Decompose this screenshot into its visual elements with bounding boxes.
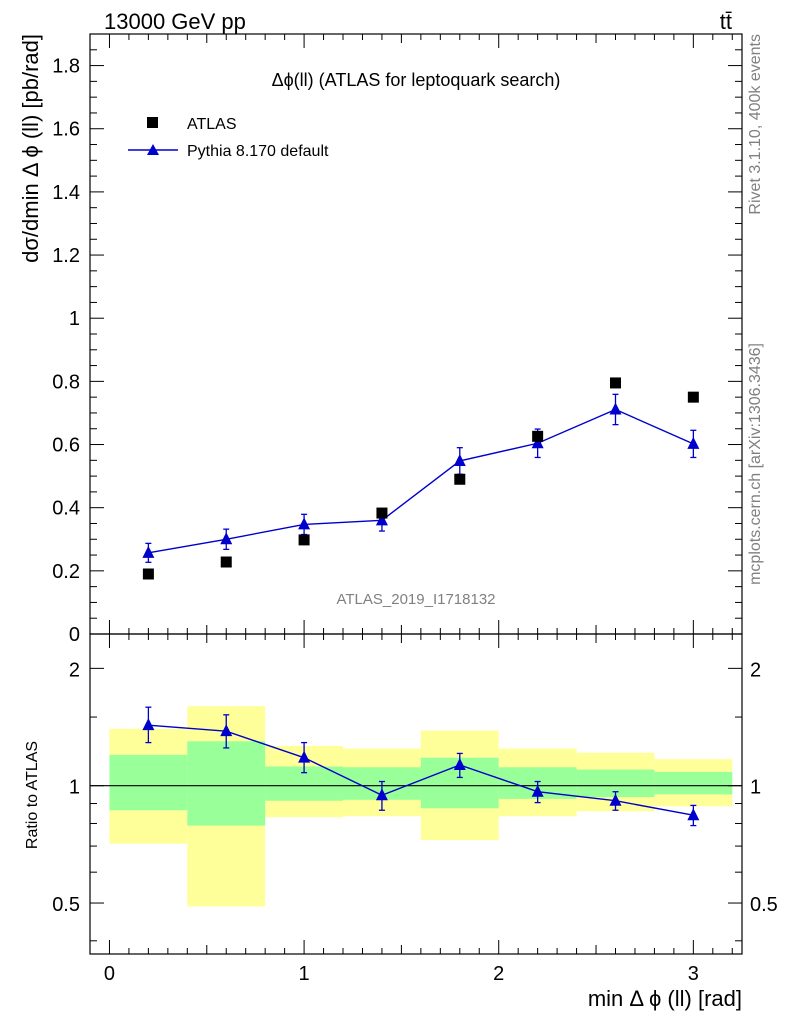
x-tick-labels: 0 1 2 3: [104, 963, 699, 985]
ratio-panel: 0.5 0.5 1 1 2 2 0 1 2 3 Ratio to ATLAS min Δ ϕ (…: [24, 633, 778, 1011]
main-title: Δϕ(ll) (ATLAS for leptoquark search): [272, 70, 561, 90]
ratio-point: [531, 784, 544, 797]
atlas-point: [220, 556, 232, 568]
legend-atlas-marker: [147, 117, 158, 128]
x-tick-label: 0: [104, 963, 115, 985]
analysis-id: ATLAS_2019_I1718132: [336, 591, 495, 608]
ratio-axis-ticks: [89, 634, 742, 954]
legend-atlas-label: ATLAS: [187, 116, 237, 133]
main-panel: 0 0.2 0.4 0.6 0.8 1 1.2 1.4 1.6 1.8 Δϕ(ll) (ATLAS…: [18, 33, 743, 646]
atlas-point: [532, 430, 544, 442]
legend-pythia-label: Pythia 8.170 default: [187, 143, 329, 160]
pythia-point: [220, 532, 233, 545]
atlas-point: [687, 391, 699, 403]
main-y-tick-label: 0.4: [52, 498, 80, 520]
atlas-point: [376, 507, 388, 519]
x-tick-label: 3: [688, 963, 699, 985]
atlas-point: [454, 473, 466, 485]
rivet-label: Rivet 3.1.10, 400k events: [747, 34, 764, 215]
ratio-y-tick-label-right: 2: [750, 659, 761, 681]
main-y-axis-label: dσ/dmin Δ ϕ (ll) [pb/rad]: [18, 34, 43, 263]
x-tick-label: 1: [299, 963, 310, 985]
pythia-point: [142, 545, 155, 558]
main-y-tick-label: 1.8: [52, 56, 80, 78]
main-y-tick-label: 1.6: [52, 119, 80, 141]
ratio-line: [148, 724, 694, 816]
x-tick-label: 2: [493, 963, 504, 985]
header-final-state: tt̄: [720, 9, 732, 34]
main-plot-area: [142, 377, 700, 580]
ratio-y-tick-label-right: 1: [750, 777, 761, 799]
pythia-point: [453, 453, 466, 466]
atlas-point: [609, 377, 621, 389]
main-y-tick-labels: 0 0.2 0.4 0.6 0.8 1 1.2 1.4 1.6 1.8: [52, 56, 80, 646]
ratio-frame: [89, 633, 743, 955]
pythia-point: [298, 517, 311, 530]
pythia-point: [375, 513, 388, 526]
main-y-tick-label: 0: [69, 624, 80, 646]
ratio-point: [453, 758, 466, 771]
inner-uncertainty-band: [654, 771, 733, 795]
ratio-y-tick-label-left: 2: [69, 659, 80, 681]
pythia-point: [609, 402, 622, 415]
x-axis-label: min Δ ϕ (ll) [rad]: [588, 986, 742, 1011]
pythia-line: [148, 408, 694, 554]
main-y-tick-label: 1.4: [52, 182, 80, 204]
ratio-point: [375, 788, 388, 801]
ratio-plot-area: [90, 706, 742, 907]
main-y-tick-label: 0.8: [52, 371, 80, 393]
legend-pythia-marker: [147, 144, 159, 155]
inner-uncertainty-band: [109, 754, 188, 811]
ratio-point: [298, 750, 311, 763]
main-y-tick-label: 1: [69, 308, 80, 330]
ratio-y-tick-label-left: 1: [69, 777, 80, 799]
main-axis-ticks: [89, 33, 742, 635]
ratio-y-tick-label-left: 0.5: [52, 894, 80, 916]
ratio-y-tick-labels: 0.5 0.5 1 1 2 2: [52, 659, 778, 916]
atlas-point: [298, 534, 310, 546]
ratio-y-axis-label: Ratio to ATLAS: [24, 741, 41, 849]
ratio-y-tick-label-right: 0.5: [750, 894, 778, 916]
ratio-point: [687, 808, 700, 821]
ratio-point: [220, 724, 233, 737]
pythia-point: [687, 436, 700, 449]
header-process: 13000 GeV pp: [104, 9, 246, 34]
main-y-tick-label: 0.2: [52, 561, 80, 583]
ratio-point: [609, 793, 622, 806]
legend: ATLAS Pythia 8.170 default: [128, 116, 329, 160]
inner-uncertainty-band: [187, 741, 266, 826]
pythia-point: [531, 436, 544, 449]
atlas-point: [142, 568, 154, 580]
ratio-point: [142, 718, 155, 731]
main-y-tick-label: 1.2: [52, 245, 80, 267]
mcplots-label: mcplots.cern.ch [arXiv:1306.3436]: [747, 343, 764, 585]
main-y-tick-label: 0.6: [52, 435, 80, 457]
